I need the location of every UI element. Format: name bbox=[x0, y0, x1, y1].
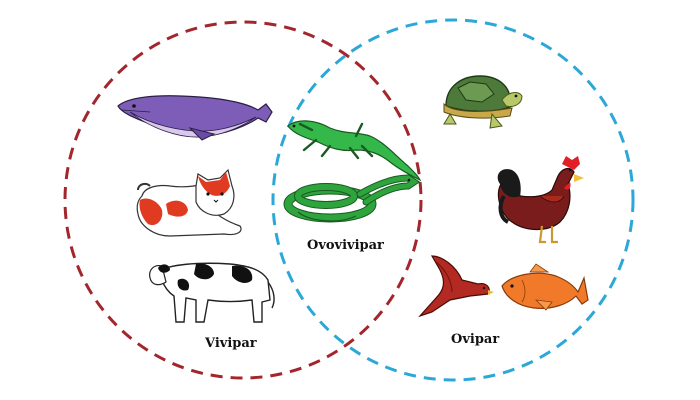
turtle-icon bbox=[443, 75, 523, 129]
ovoviviparous-label: Ovovivipar bbox=[307, 238, 384, 253]
cat-icon bbox=[136, 168, 242, 237]
viviparous-label: Vivipar bbox=[204, 336, 257, 351]
viviparous-circle bbox=[63, 20, 423, 380]
oviparous-label: Ovipar bbox=[451, 332, 499, 347]
oviparous-circle bbox=[271, 18, 635, 382]
lizard-icon bbox=[287, 120, 422, 182]
whale-icon bbox=[117, 95, 273, 141]
fish-icon bbox=[501, 263, 589, 311]
snake-icon bbox=[283, 174, 421, 223]
bird-icon bbox=[418, 255, 494, 318]
rooster-icon bbox=[497, 156, 584, 244]
cow-icon bbox=[149, 262, 275, 323]
